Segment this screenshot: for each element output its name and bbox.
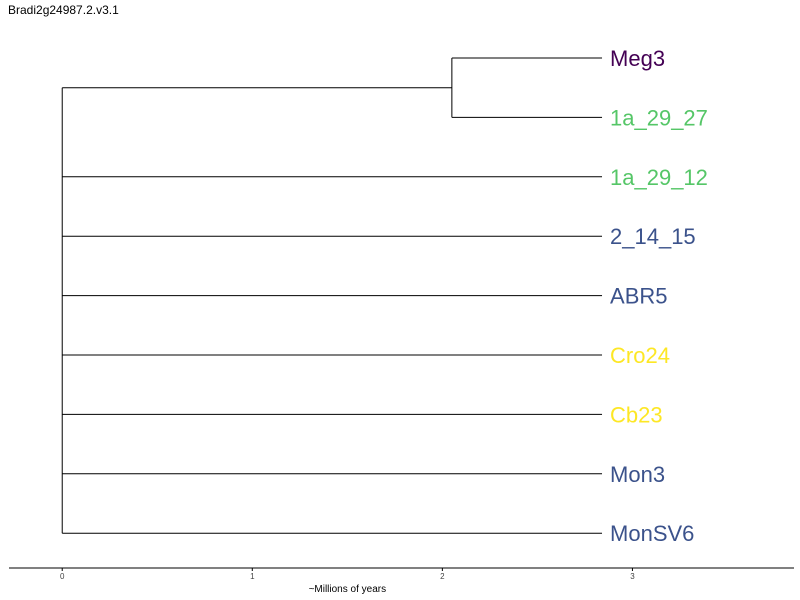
- tip-label: 1a_29_27: [610, 105, 708, 130]
- tree-title: Bradi2g24987.2.v3.1: [8, 3, 119, 17]
- x-tick-label: 3: [630, 572, 635, 581]
- tip-label: Meg3: [610, 46, 665, 71]
- x-axis-title: ~Millions of years: [309, 584, 387, 595]
- tip-label: ABR5: [610, 284, 667, 309]
- tip-label: 2_14_15: [610, 224, 696, 249]
- tip-label: Cro24: [610, 343, 670, 368]
- tip-label: MonSV6: [610, 521, 694, 546]
- tip-label: Mon3: [610, 462, 665, 487]
- tip-label: 1a_29_12: [610, 165, 708, 190]
- tip-label: Cb23: [610, 402, 663, 427]
- x-tick-label: 2: [440, 572, 445, 581]
- x-tick-label: 0: [60, 572, 65, 581]
- x-tick-label: 1: [250, 572, 255, 581]
